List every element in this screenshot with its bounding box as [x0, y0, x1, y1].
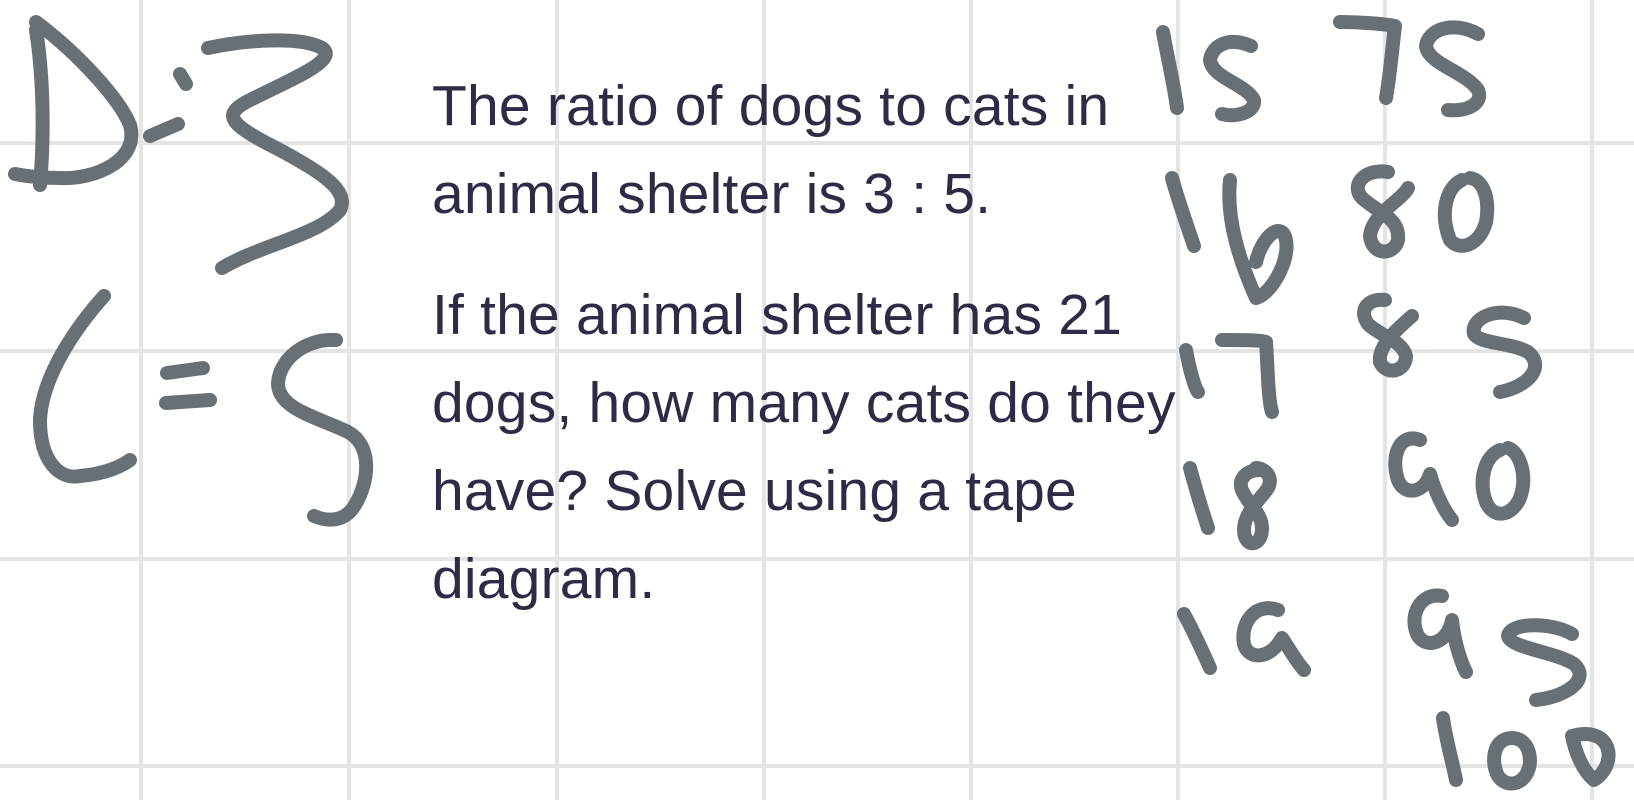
question-paragraph-ratio: The ratio of dogs to cats in animal shel…: [432, 62, 1232, 238]
question-line-5: have? Solve using a tape: [432, 459, 1077, 523]
question-line-6: diagram.: [432, 547, 656, 611]
question-line-4: dogs, how many cats do they: [432, 371, 1176, 435]
question-text: The ratio of dogs to cats in animal shel…: [432, 62, 1232, 623]
question-line-3: If the animal shelter has 21: [432, 283, 1122, 347]
question-line-1: The ratio of dogs to cats in: [432, 74, 1110, 138]
question-paragraph-task: If the animal shelter has 21 dogs, how m…: [432, 271, 1232, 623]
handwritten-d-colon-3: [8, 15, 349, 275]
question-line-2: animal shelter is 3 : 5.: [432, 162, 992, 226]
handwritten-c-equals-5: [33, 289, 374, 527]
handwritten-dogs-column: [1156, 25, 1311, 677]
handwritten-cats-column: [1333, 15, 1616, 791]
